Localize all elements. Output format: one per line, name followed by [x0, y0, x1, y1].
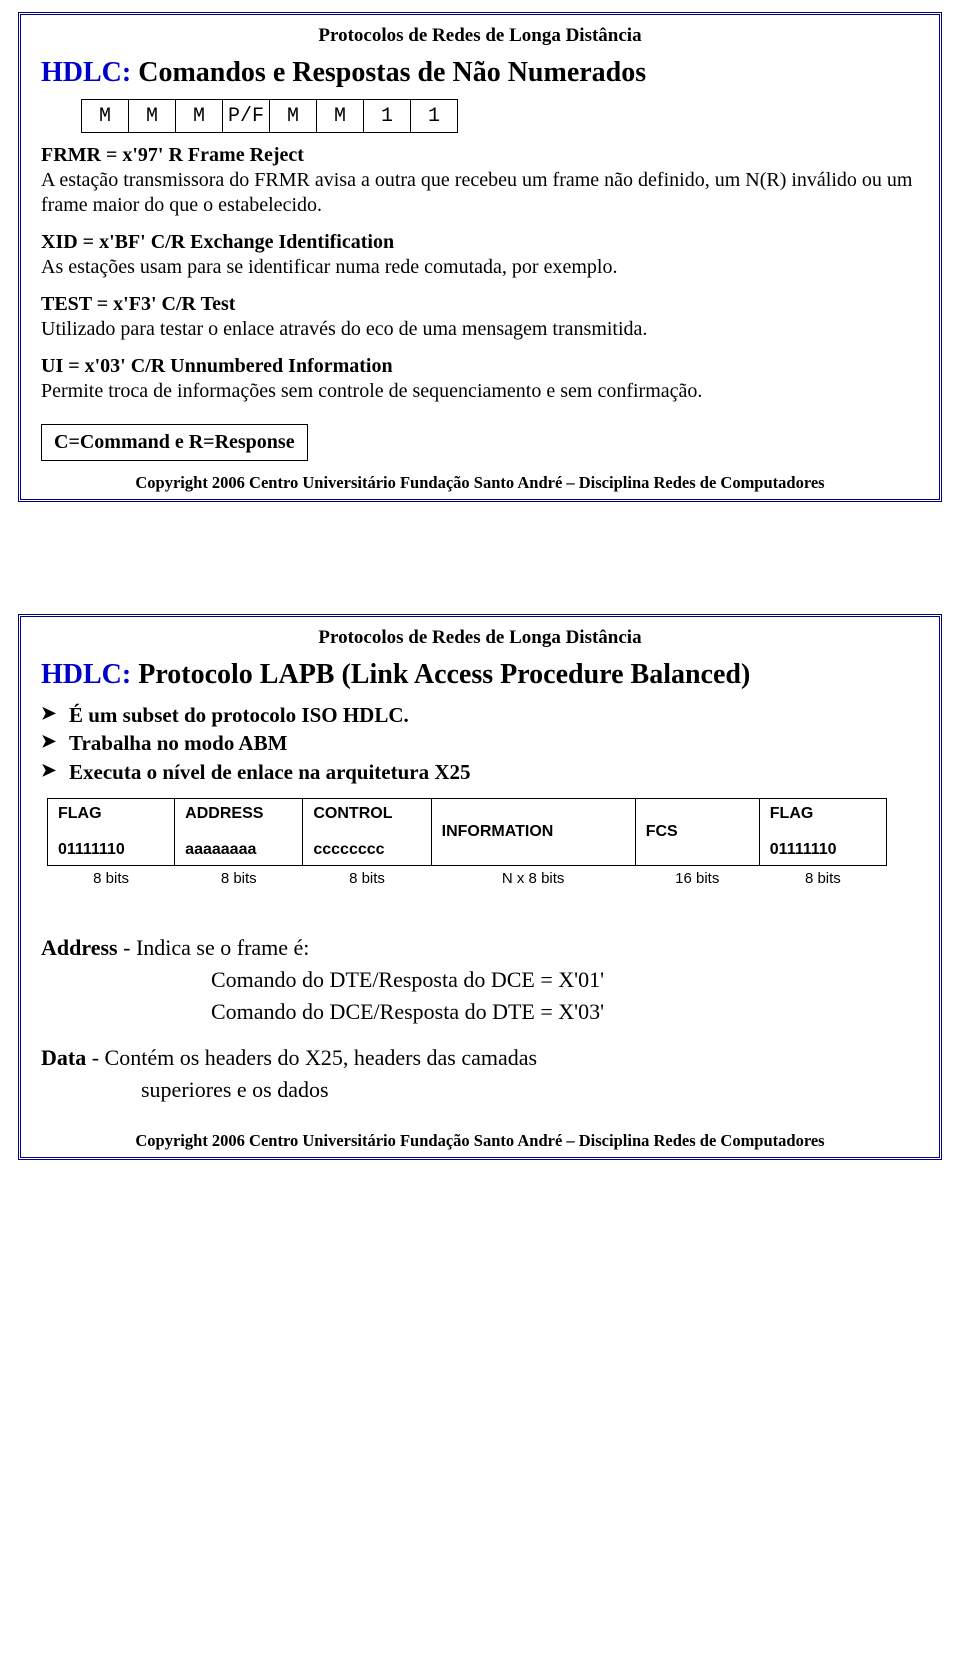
address-line: Comando do DTE/Resposta do DCE = X'01': [41, 964, 919, 996]
test-block: TEST = x'F3' C/R Test Utilizado para tes…: [41, 292, 919, 342]
data-rest: - Contém os headers do X25, headers das …: [86, 1045, 537, 1070]
bit-table: M M M P/F M M 1 1: [81, 99, 458, 133]
legend-box: C=Command e R=Response: [41, 424, 308, 461]
xid-block: XID = x'BF' C/R Exchange Identification …: [41, 230, 919, 280]
slide-2: Protocolos de Redes de Longa Distância H…: [18, 614, 942, 1160]
title-rest: Protocolo LAPB (Link Access Procedure Ba…: [131, 659, 750, 690]
title-rest: Comandos e Respostas de Não Numerados: [131, 57, 646, 88]
frame-cell: CONTROL cccccccc: [303, 799, 431, 866]
bit-cell: M: [270, 100, 317, 133]
bits-row: 8 bits 8 bits 8 bits N x 8 bits 16 bits …: [48, 866, 887, 925]
frame-cell: ADDRESS aaaaaaaa: [175, 799, 303, 866]
frame-bot: 01111110: [770, 841, 837, 858]
title-prefix: HDLC:: [41, 659, 131, 690]
spacer: [0, 542, 960, 602]
address-rest: - Indica se o frame é:: [118, 935, 310, 960]
frame-top: FLAG: [770, 805, 814, 822]
frame-cell: FCS: [635, 799, 759, 866]
bullet-list: É um subset do protocolo ISO HDLC. Traba…: [41, 701, 919, 786]
frame-table: FLAG 01111110 ADDRESS aaaaaaaa CONTROL c…: [47, 798, 887, 924]
address-label: Address: [41, 935, 118, 960]
frame-bot: 01111110: [58, 841, 125, 858]
bit-cell: M: [129, 100, 176, 133]
bits-cell: 8 bits: [48, 866, 175, 925]
slide-1: Protocolos de Redes de Longa Distância H…: [18, 12, 942, 502]
frame-top: ADDRESS: [185, 805, 263, 822]
bit-cell: 1: [364, 100, 411, 133]
slide-title: HDLC: Protocolo LAPB (Link Access Proced…: [41, 659, 919, 691]
frame-bot: FCS: [646, 823, 678, 840]
frame-top: FLAG: [58, 805, 102, 822]
slide-title: HDLC: Comandos e Respostas de Não Numera…: [41, 57, 919, 89]
ui-body: Permite troca de informações sem control…: [41, 380, 702, 402]
address-line: Comando do DCE/Resposta do DTE = X'03': [41, 996, 919, 1028]
bits-cell: 16 bits: [635, 866, 759, 925]
slide-header: Protocolos de Redes de Longa Distância: [41, 25, 919, 47]
data-label: Data: [41, 1045, 86, 1070]
slide-footer: Copyright 2006 Centro Universitário Fund…: [21, 473, 939, 493]
bit-cell: P/F: [223, 100, 270, 133]
bit-cell: M: [176, 100, 223, 133]
frame-cell: FLAG 01111110: [759, 799, 886, 866]
frame-top: CONTROL: [313, 805, 392, 822]
address-block: Address - Indica se o frame é: Comando d…: [41, 932, 919, 1028]
frame-cell: FLAG 01111110: [48, 799, 175, 866]
frame-bot: INFORMATION: [442, 823, 554, 840]
bit-cell: M: [317, 100, 364, 133]
frame-row: FLAG 01111110 ADDRESS aaaaaaaa CONTROL c…: [48, 799, 887, 866]
test-body: Utilizado para testar o enlace através d…: [41, 318, 647, 340]
test-head: TEST = x'F3' C/R Test: [41, 293, 235, 315]
frmr-block: FRMR = x'97' R Frame Reject A estação tr…: [41, 143, 919, 218]
ui-head: UI = x'03' C/R Unnumbered Information: [41, 355, 393, 377]
bits-cell: 8 bits: [759, 866, 886, 925]
bit-cell: M: [82, 100, 129, 133]
bits-cell: 8 bits: [175, 866, 303, 925]
ui-block: UI = x'03' C/R Unnumbered Information Pe…: [41, 354, 919, 404]
bits-cell: N x 8 bits: [431, 866, 635, 925]
bullet-item: É um subset do protocolo ISO HDLC.: [63, 701, 919, 729]
frmr-body: A estação transmissora do FRMR avisa a o…: [41, 169, 912, 216]
bullet-item: Executa o nível de enlace na arquitetura…: [63, 758, 919, 786]
frame-bot: cccccccc: [313, 841, 384, 858]
title-prefix: HDLC:: [41, 57, 131, 88]
data-block: Data - Contém os headers do X25, headers…: [41, 1042, 919, 1106]
bits-cell: 8 bits: [303, 866, 431, 925]
bullet-item: Trabalha no modo ABM: [63, 729, 919, 757]
frmr-head: FRMR = x'97' R Frame Reject: [41, 144, 304, 166]
frame-bot: aaaaaaaa: [185, 841, 256, 858]
xid-head: XID = x'BF' C/R Exchange Identification: [41, 231, 394, 253]
bit-cell: 1: [411, 100, 458, 133]
xid-body: As estações usam para se identificar num…: [41, 256, 617, 278]
frame-cell: INFORMATION: [431, 799, 635, 866]
slide-header: Protocolos de Redes de Longa Distância: [41, 627, 919, 649]
data-line: superiores e os dados: [41, 1074, 919, 1106]
slide-footer: Copyright 2006 Centro Universitário Fund…: [21, 1131, 939, 1151]
